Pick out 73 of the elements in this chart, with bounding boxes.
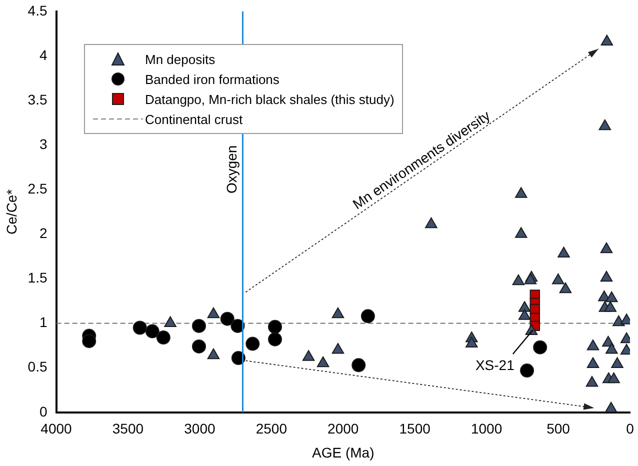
legend-label: Mn deposits <box>145 52 216 66</box>
point <box>132 320 147 335</box>
point <box>268 320 282 334</box>
point <box>604 402 618 412</box>
point <box>606 291 618 302</box>
point <box>604 301 616 312</box>
y-tick-label: 1.5 <box>28 270 48 286</box>
point <box>192 318 206 333</box>
point <box>425 217 438 228</box>
x-tick-label: 500 <box>546 420 570 437</box>
y-tick-label: 0 <box>39 403 48 420</box>
x-tick-label: 2500 <box>256 420 288 437</box>
point <box>515 227 528 238</box>
point <box>586 376 598 387</box>
point <box>207 307 220 318</box>
point <box>524 274 537 284</box>
point <box>82 334 96 348</box>
y-tick-label: 1 <box>39 314 48 330</box>
point <box>145 324 160 338</box>
y-tick-label: 3 <box>39 136 48 152</box>
point <box>520 364 534 378</box>
point <box>518 301 531 312</box>
x-tick-label: 4000 <box>40 420 72 437</box>
point <box>600 270 613 282</box>
point <box>586 339 600 350</box>
point <box>586 357 600 368</box>
point <box>558 246 570 258</box>
y-tick-label: 4 <box>39 46 48 63</box>
point <box>533 340 548 354</box>
annotation: XS-21 <box>475 356 515 373</box>
point <box>302 350 315 361</box>
point <box>246 336 260 351</box>
point <box>207 348 220 360</box>
point <box>360 309 375 324</box>
legend-label: Continental crust <box>145 112 243 126</box>
legend-label: Banded iron formations <box>145 72 280 86</box>
ref-line-label: Oxygen <box>224 145 240 194</box>
point <box>600 242 613 254</box>
point <box>352 358 366 372</box>
x-tick-label: 3000 <box>184 420 216 437</box>
y-tick-label: 2 <box>39 225 48 242</box>
y-tick-label: 4.5 <box>28 2 48 18</box>
point <box>515 187 528 198</box>
point <box>230 318 245 333</box>
point <box>332 307 344 318</box>
x-axis-title: AGE (Ma) <box>312 444 374 460</box>
point <box>606 343 618 354</box>
point <box>316 356 330 368</box>
y-axis-title: Ce/Ce* <box>3 188 20 234</box>
point <box>220 312 234 326</box>
point <box>600 34 614 46</box>
point <box>559 282 572 294</box>
point <box>466 336 478 348</box>
point <box>598 119 612 130</box>
point <box>164 316 176 328</box>
point <box>192 339 206 354</box>
x-tick-label: 2000 <box>328 420 359 437</box>
point <box>552 274 564 284</box>
point <box>611 357 624 368</box>
x-tick-label: 1500 <box>399 420 431 437</box>
x-tick-label: 0 <box>626 420 634 437</box>
point <box>156 330 170 345</box>
y-tick-label: 0.5 <box>28 358 48 375</box>
x-tick-label: 1000 <box>470 420 502 437</box>
y-tick-label: 3.5 <box>28 91 48 108</box>
point <box>518 309 531 320</box>
legend-label: Datangpo, Mn-rich black shales (this study) <box>145 92 394 106</box>
point <box>512 274 525 286</box>
point <box>332 343 344 354</box>
y-tick-label: 2.5 <box>28 180 48 196</box>
point <box>608 372 620 384</box>
point <box>268 332 282 346</box>
x-tick-label: 3500 <box>112 420 144 437</box>
